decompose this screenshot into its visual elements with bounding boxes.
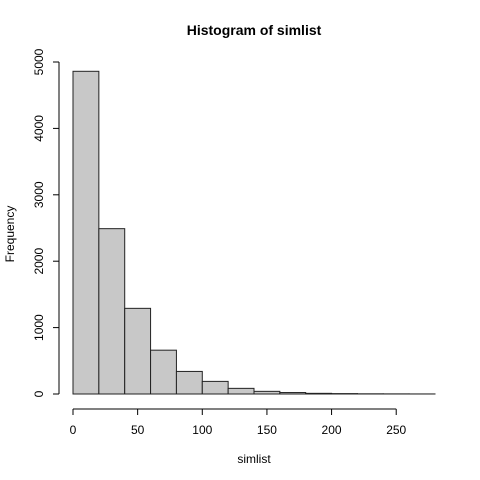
y-tick-label: 2000 [32, 248, 46, 275]
x-axis: 0 50 100 150 200 250 [70, 408, 407, 437]
histogram-bar [124, 307, 152, 395]
x-tick-label: 100 [192, 423, 212, 437]
x-tick-label: 250 [386, 423, 406, 437]
x-tick-label: 0 [70, 423, 77, 437]
histogram-bar [150, 349, 177, 395]
bars-group [72, 70, 436, 395]
y-tick-label: 1000 [32, 314, 46, 341]
y-tick-label: 0 [32, 390, 46, 397]
y-axis: 0 1000 2000 3000 4000 5000 [32, 48, 60, 397]
histogram-bar [72, 70, 100, 395]
x-tick-label: 50 [131, 423, 145, 437]
x-tick-label: 150 [257, 423, 277, 437]
y-tick-label: 3000 [32, 181, 46, 208]
y-axis-label: Frequency [3, 206, 17, 263]
histogram-bar [201, 380, 229, 395]
histogram-bar [253, 390, 281, 395]
histogram-bar [279, 392, 307, 395]
x-tick-label: 200 [322, 423, 342, 437]
y-tick-label: 5000 [32, 48, 46, 75]
histogram-bar [305, 392, 333, 395]
histogram-bar [227, 387, 255, 395]
y-tick-label: 4000 [32, 115, 46, 142]
x-axis-label: simlist [237, 452, 271, 466]
chart-title: Histogram of simlist [187, 22, 322, 38]
histogram-bar [175, 370, 203, 395]
histogram-bar [98, 228, 126, 395]
